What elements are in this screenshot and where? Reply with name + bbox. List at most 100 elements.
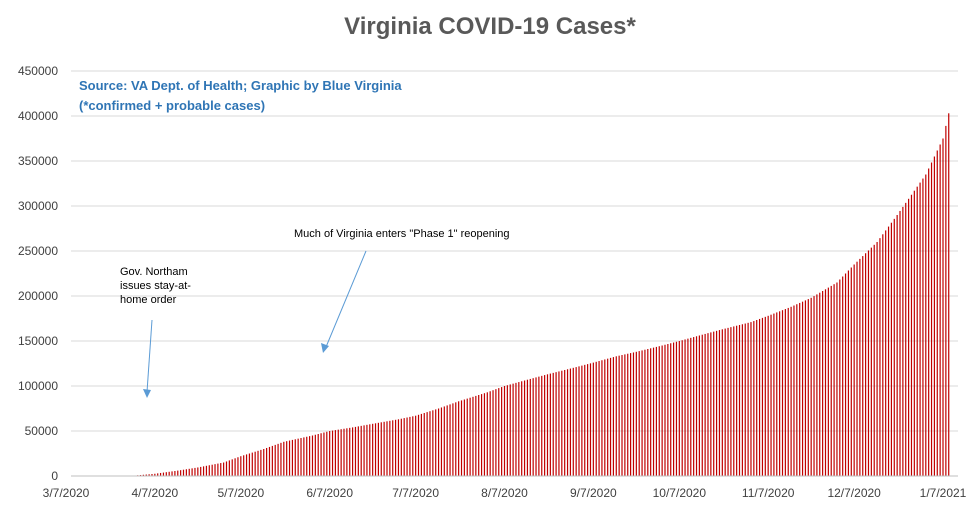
bar [271,445,273,476]
bar [223,462,225,476]
bar [417,414,420,476]
bar [902,206,904,476]
bar [704,333,706,476]
annotation-text: Much of Virginia enters "Phase 1" reopen… [294,228,510,240]
annotation-text: Gov. Northam [120,266,188,278]
bar [374,423,377,476]
bar [248,453,251,476]
bar [217,463,219,476]
bar [429,411,431,476]
annotation-text: home order [120,294,177,306]
bar [260,449,262,476]
bar [787,307,789,476]
bar [569,368,572,476]
bar [804,300,807,476]
bar [601,360,603,476]
bar [406,417,408,476]
x-tick-label: 3/7/2020 [43,486,90,500]
bar [501,387,503,476]
bar [635,351,637,476]
bar [349,427,351,476]
bar [334,430,337,476]
bar [695,336,698,476]
bar [581,365,583,476]
bar [532,378,534,476]
bar [764,316,766,476]
annotations: Gov. Northam issues stay-at-home order Muc… [120,228,510,398]
bar [741,324,743,476]
bar [933,156,936,476]
bar [455,402,457,476]
bar [801,301,804,476]
bar [850,267,852,476]
bar [856,261,858,476]
bar [357,426,359,476]
bar [779,311,781,476]
bar [873,244,875,476]
bar [225,461,228,476]
bar [575,367,577,476]
bar [824,289,827,476]
bar [844,273,847,476]
bar [867,250,870,476]
bar [612,357,615,476]
bar [799,302,801,476]
bar [205,465,208,476]
bar [627,353,629,476]
y-tick-label: 0 [51,469,58,483]
bar [948,113,950,477]
bar [197,467,199,476]
bar [916,186,918,476]
bar [194,467,196,476]
bar [919,182,921,476]
bar [595,361,597,476]
bar [736,325,738,476]
bar [397,419,400,476]
bar [558,371,560,476]
bar [177,470,179,476]
bar [715,330,718,476]
bar [650,348,652,476]
bar [251,452,253,476]
bar [675,341,678,476]
x-tick-label: 8/7/2020 [481,486,528,500]
bar [277,443,279,476]
bar [483,393,486,476]
bar [589,363,592,476]
bar [329,431,331,476]
bar [372,423,374,476]
bar [859,258,861,476]
bar [440,407,443,476]
y-axis-ticks: 0 50000 100000 150000 200000 250000 300000 3500… [18,64,58,483]
bar [480,394,483,476]
bar [518,382,520,476]
bar [157,473,159,476]
bar [509,384,511,476]
bar [503,386,506,476]
bar [380,422,382,476]
bar [254,451,256,476]
bar [360,425,362,476]
bar [323,432,325,476]
bar [432,410,434,476]
bar [437,408,440,476]
bar [326,431,328,476]
bar [822,291,824,476]
bar [526,379,529,476]
bar [730,327,732,476]
bar [572,367,574,476]
bar [168,471,170,476]
bar [443,406,445,476]
bar [228,460,230,476]
bar [621,355,623,476]
bar [171,471,173,476]
bar [905,202,907,476]
bar [727,327,729,476]
x-tick-label: 1/7/2021 [920,486,967,500]
bar [930,162,933,476]
bar [208,465,210,476]
bar [512,383,514,476]
bar [830,285,832,476]
bar [297,438,299,476]
